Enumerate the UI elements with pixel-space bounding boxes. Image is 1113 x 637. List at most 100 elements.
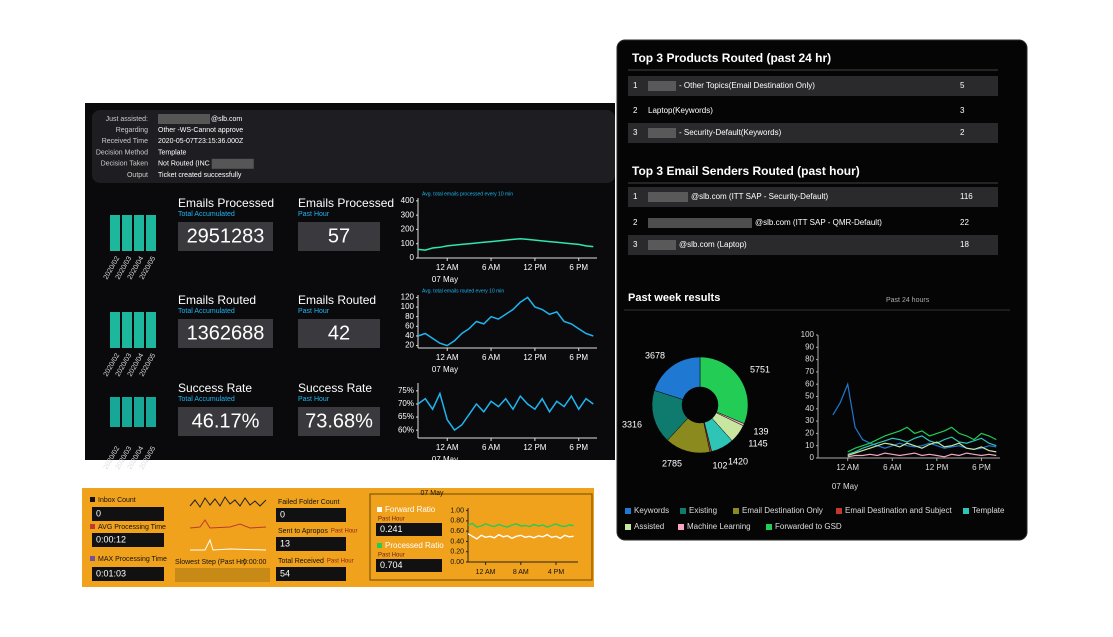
info-value: Other -WS-Cannot approve	[158, 127, 243, 134]
donut-label: 1420	[728, 456, 748, 466]
status-label: Failed Folder Count	[278, 499, 340, 506]
y-tick-label: 300	[401, 210, 415, 219]
legend-swatch	[836, 508, 842, 514]
legend-label: Existing	[689, 506, 717, 515]
sparkline	[190, 538, 267, 551]
bar-block	[122, 397, 132, 427]
legend-label: Email Destination and Subject	[845, 506, 953, 515]
status-value: 0:01:03	[96, 568, 126, 578]
kpi-subtitle: Total Accumulated	[178, 211, 235, 218]
x-tick-label: 12 PM	[523, 263, 546, 272]
y-tick-label: 90	[805, 342, 814, 351]
value-box	[276, 567, 346, 581]
redacted	[648, 218, 752, 228]
x-tick-label: 12 AM	[836, 463, 859, 472]
y-tick-label: 0.20	[450, 549, 464, 556]
y-tick-label: 30	[805, 416, 814, 425]
value-box	[276, 537, 346, 551]
status-label: Forward Ratio	[385, 505, 436, 514]
section-title: Past week results	[628, 292, 720, 304]
x-tick-label: 6 AM	[883, 463, 902, 472]
x-tick-label: 6 PM	[569, 443, 588, 452]
status-label: MAX Processing Time	[98, 556, 167, 563]
info-label: Decision Method	[96, 149, 148, 156]
sparkline	[189, 496, 267, 508]
info-label: Decision Taken	[101, 161, 148, 168]
legend-swatch	[680, 508, 686, 514]
status-period: Past Hour	[378, 517, 405, 523]
y-tick-label: 100	[401, 239, 415, 248]
info-label: Received Time	[102, 138, 148, 145]
legend-label: Template	[972, 506, 1005, 515]
y-tick-label: 50	[805, 392, 814, 401]
kpi-value: 2951283	[187, 225, 265, 247]
row-bg	[628, 76, 998, 96]
bar-block	[122, 215, 132, 251]
date-label: 07 May	[432, 365, 458, 374]
x-tick-label: 6 PM	[569, 263, 588, 272]
y-tick-label: 65%	[398, 412, 414, 421]
kpi-value: 57	[328, 225, 350, 247]
y-tick-label: 0.60	[450, 528, 464, 535]
y-tick-label: 75%	[398, 386, 414, 395]
x-tick-label: 8 AM	[513, 569, 529, 576]
kpi-box	[298, 222, 380, 251]
y-tick-label: 0	[410, 253, 415, 262]
status-value: 0.241	[380, 524, 403, 534]
rank: 1	[633, 192, 638, 201]
x-tick-label: 12 PM	[523, 353, 546, 362]
kpi-box	[178, 407, 273, 436]
line-series	[417, 237, 594, 251]
x-tick-label: 12 PM	[523, 443, 546, 452]
redacted	[648, 192, 688, 202]
value-box	[92, 567, 164, 581]
donut-label: 5751	[750, 364, 770, 374]
sparkline	[189, 519, 267, 529]
info-value: Ticket created successfully	[158, 172, 242, 179]
kpi-subtitle: Total Accumulated	[178, 308, 235, 315]
y-tick-label: 80	[805, 355, 814, 364]
chart-legend: Avg. total emails processed every 10 min	[422, 191, 513, 197]
table-title: Top 3 Products Routed (past 24 hr)	[632, 51, 831, 65]
rank: 2	[633, 106, 638, 115]
line-series	[467, 533, 574, 540]
x-tick-label: 12 AM	[436, 443, 459, 452]
line-series	[417, 391, 594, 432]
redacted	[211, 158, 254, 169]
status-label: Slowest Step (Past Hr)	[175, 559, 246, 566]
kpi-title: Emails Routed	[298, 293, 376, 307]
bar-block	[134, 397, 144, 427]
icon	[90, 556, 95, 561]
x-tick-label: 12 AM	[436, 263, 459, 272]
icon	[377, 543, 382, 548]
x-tick-label: 6 PM	[569, 353, 588, 362]
donut-label: 102	[712, 460, 727, 470]
status-label: AVG Processing Time	[98, 524, 166, 531]
y-tick-label: 100	[801, 330, 815, 339]
status-period: Past Hour	[331, 529, 358, 535]
status-value: 0	[280, 509, 285, 519]
value-box	[175, 568, 270, 582]
kpi-subtitle: Past Hour	[298, 396, 330, 403]
kpi-box	[298, 319, 380, 348]
line-series	[847, 441, 997, 457]
row-value: 5	[960, 81, 965, 90]
status-label: Processed Ratio	[385, 541, 444, 550]
status-value: 13	[280, 538, 290, 548]
kpi-box	[178, 319, 273, 348]
y-tick-label: 100	[401, 302, 415, 311]
donut-label: 139	[753, 426, 768, 436]
legend-swatch	[766, 524, 772, 530]
info-value: @slb.com	[211, 116, 242, 123]
line-series	[417, 296, 594, 347]
bar-block	[134, 215, 144, 251]
row-name: Laptop(Keywords)	[648, 106, 713, 115]
table-title: Top 3 Email Senders Routed (past hour)	[632, 164, 860, 178]
status-value: 0.704	[380, 560, 403, 570]
donut-label: 3316	[622, 419, 642, 429]
value-box	[92, 507, 164, 521]
kpi-title: Emails Processed	[178, 196, 274, 210]
rank: 3	[633, 240, 638, 249]
status-value: 0:00:12	[96, 534, 126, 544]
